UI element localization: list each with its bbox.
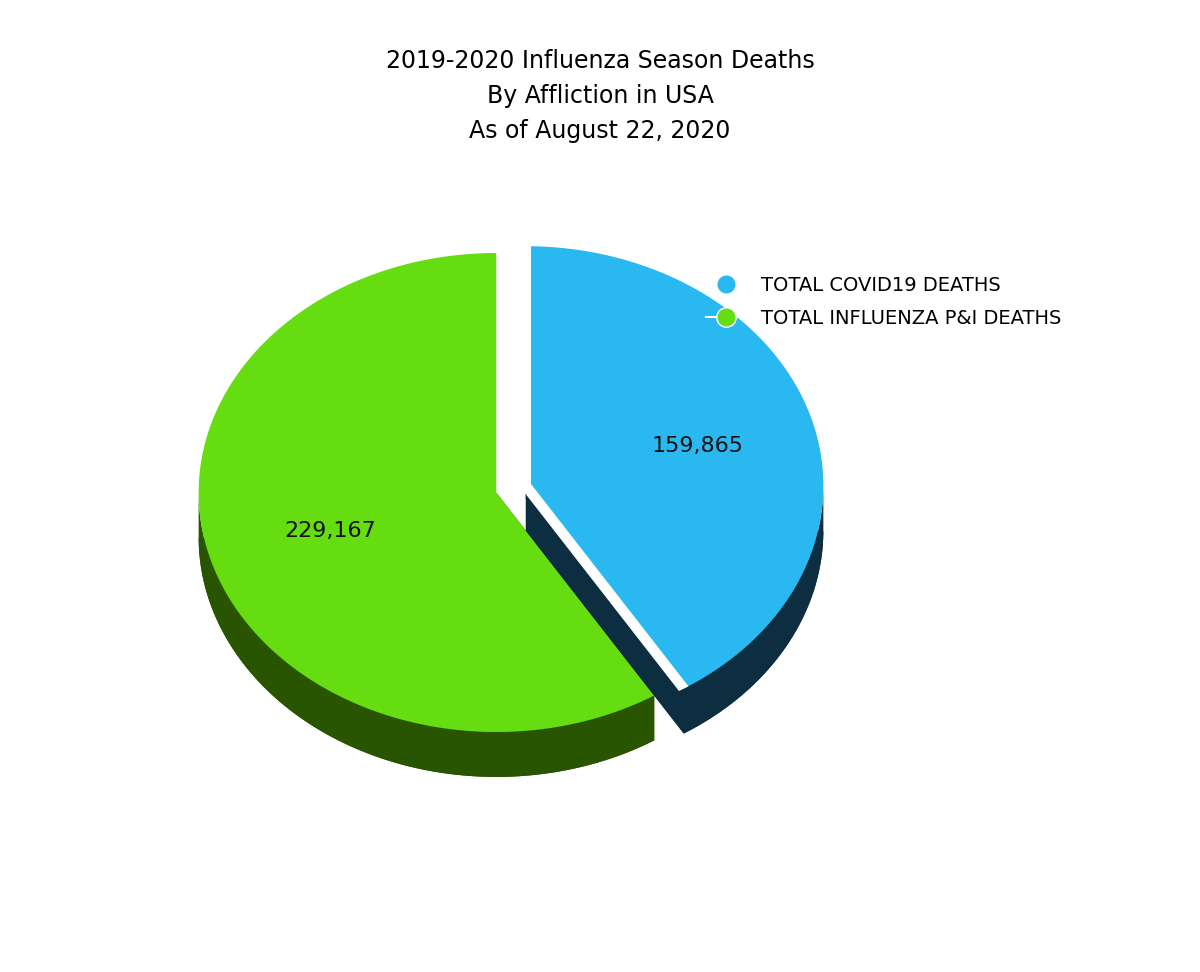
Polygon shape	[526, 486, 684, 702]
Polygon shape	[199, 538, 654, 777]
Polygon shape	[497, 493, 654, 741]
Polygon shape	[521, 483, 689, 691]
Legend: TOTAL COVID19 DEATHS, TOTAL INFLUENZA P&I DEATHS: TOTAL COVID19 DEATHS, TOTAL INFLUENZA P&…	[706, 276, 1061, 328]
Text: 2019-2020 Influenza Season Deaths
By Affliction in USA
As of August 22, 2020: 2019-2020 Influenza Season Deaths By Aff…	[385, 49, 815, 144]
Polygon shape	[526, 531, 823, 734]
Polygon shape	[526, 246, 823, 688]
Text: 229,167: 229,167	[284, 521, 377, 540]
Polygon shape	[199, 493, 654, 777]
Polygon shape	[526, 486, 684, 734]
Polygon shape	[199, 253, 654, 732]
Polygon shape	[684, 486, 823, 734]
Polygon shape	[520, 246, 532, 486]
Text: 159,865: 159,865	[652, 436, 743, 456]
